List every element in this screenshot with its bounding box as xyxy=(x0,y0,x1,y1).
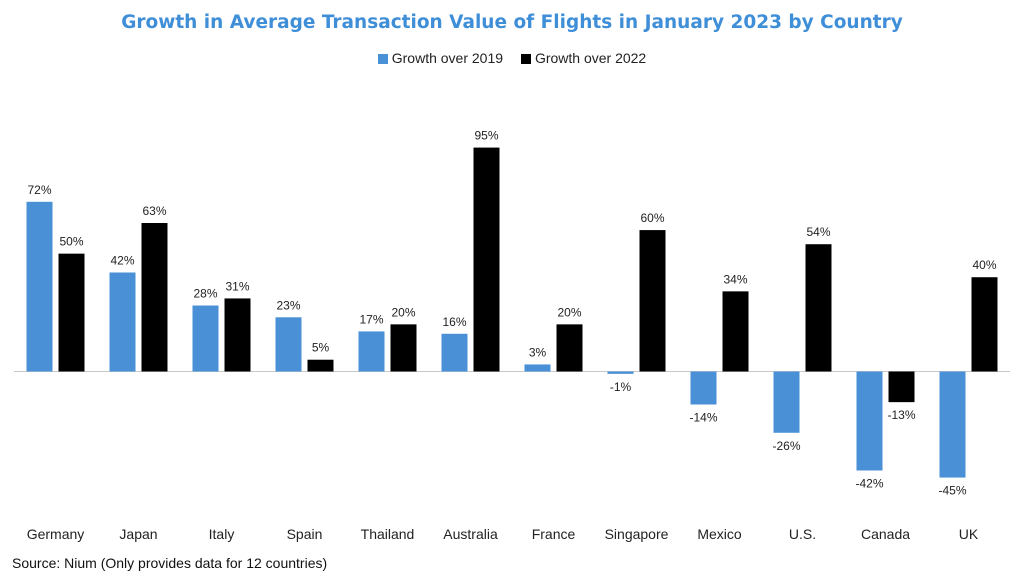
bar-growth-2019-uk xyxy=(939,371,966,478)
data-label-growth-2019-uk: -45% xyxy=(938,484,966,498)
bar-growth-2022-singapore xyxy=(639,230,666,372)
category-label-australia: Australia xyxy=(443,526,498,542)
legend-label-growth-2019: Growth over 2019 xyxy=(391,50,504,66)
data-label-growth-2022-canada: -13% xyxy=(887,408,915,422)
data-label-growth-2019-canada: -42% xyxy=(855,476,883,490)
data-label-growth-2022-singapore: 60% xyxy=(640,211,664,225)
category-label-france: France xyxy=(532,526,576,542)
bar-growth-2022-mexico xyxy=(722,291,749,372)
bar-growth-2019-spain xyxy=(275,317,302,372)
chart-title: Growth in Average Transaction Value of F… xyxy=(121,12,903,33)
category-label-japan: Japan xyxy=(119,526,157,542)
bar-growth-2019-italy xyxy=(192,305,219,372)
bar-growth-2019-germany xyxy=(26,201,53,372)
source-note: Source: Nium (Only provides data for 12 … xyxy=(12,555,328,571)
data-label-growth-2022-germany: 50% xyxy=(59,235,83,249)
category-label-u-s: U.S. xyxy=(789,526,816,542)
data-label-growth-2019-thailand: 17% xyxy=(359,312,383,326)
chart-legend: Growth over 2019 Growth over 2022 xyxy=(0,50,1024,66)
bar-growth-2022-spain xyxy=(307,359,334,372)
bar-growth-2019-singapore xyxy=(607,371,634,374)
category-label-spain: Spain xyxy=(287,526,323,542)
data-label-growth-2019-u-s: -26% xyxy=(772,439,800,453)
data-label-growth-2019-germany: 72% xyxy=(27,183,51,197)
legend-item-growth-2022: Growth over 2022 xyxy=(520,50,647,66)
legend-item-growth-2019: Growth over 2019 xyxy=(377,50,504,66)
data-label-growth-2019-australia: 16% xyxy=(442,315,466,329)
category-label-singapore: Singapore xyxy=(605,526,669,542)
data-label-growth-2022-u-s: 54% xyxy=(806,225,830,239)
category-label-italy: Italy xyxy=(209,526,235,542)
bar-growth-2019-thailand xyxy=(358,331,385,372)
category-label-thailand: Thailand xyxy=(361,526,415,542)
bar-growth-2022-u-s xyxy=(805,244,832,372)
data-label-growth-2019-italy: 28% xyxy=(193,287,217,301)
category-label-uk: UK xyxy=(959,526,979,542)
bar-growth-2019-france xyxy=(524,364,551,372)
data-label-growth-2019-spain: 23% xyxy=(276,298,300,312)
data-label-growth-2019-singapore: -1% xyxy=(610,380,632,394)
bar-growth-2019-japan xyxy=(109,272,136,372)
bar-growth-2022-italy xyxy=(224,298,251,372)
data-label-growth-2019-mexico: -14% xyxy=(689,410,717,424)
bar-growth-2022-germany xyxy=(58,253,85,372)
category-label-germany: Germany xyxy=(27,526,85,542)
bar-growth-2022-uk xyxy=(971,277,998,372)
data-label-growth-2019-japan: 42% xyxy=(110,254,134,268)
bar-growth-2022-australia xyxy=(473,147,500,372)
category-label-canada: Canada xyxy=(861,526,910,542)
data-label-growth-2022-thailand: 20% xyxy=(391,305,415,319)
bar-growth-2019-u-s xyxy=(773,371,800,433)
category-label-mexico: Mexico xyxy=(697,526,742,542)
bar-growth-2019-australia xyxy=(441,333,468,372)
data-label-growth-2022-italy: 31% xyxy=(225,279,249,293)
data-label-growth-2019-france: 3% xyxy=(529,345,547,359)
data-label-growth-2022-mexico: 34% xyxy=(723,272,747,286)
data-label-growth-2022-france: 20% xyxy=(557,305,581,319)
bar-growth-2022-france xyxy=(556,324,583,372)
bar-growth-2019-mexico xyxy=(690,371,717,405)
bar-growth-2022-canada xyxy=(888,371,915,403)
bar-growth-2022-thailand xyxy=(390,324,417,372)
data-label-growth-2022-uk: 40% xyxy=(972,258,996,272)
legend-label-growth-2022: Growth over 2022 xyxy=(534,50,647,66)
bar-growth-2022-japan xyxy=(141,223,168,372)
legend-swatch-growth-2019 xyxy=(377,54,388,64)
legend-swatch-growth-2022 xyxy=(520,54,531,64)
data-label-growth-2022-australia: 95% xyxy=(474,129,498,143)
data-label-growth-2022-spain: 5% xyxy=(312,341,330,355)
bar-growth-2019-canada xyxy=(856,371,883,471)
data-label-growth-2022-japan: 63% xyxy=(142,204,166,218)
